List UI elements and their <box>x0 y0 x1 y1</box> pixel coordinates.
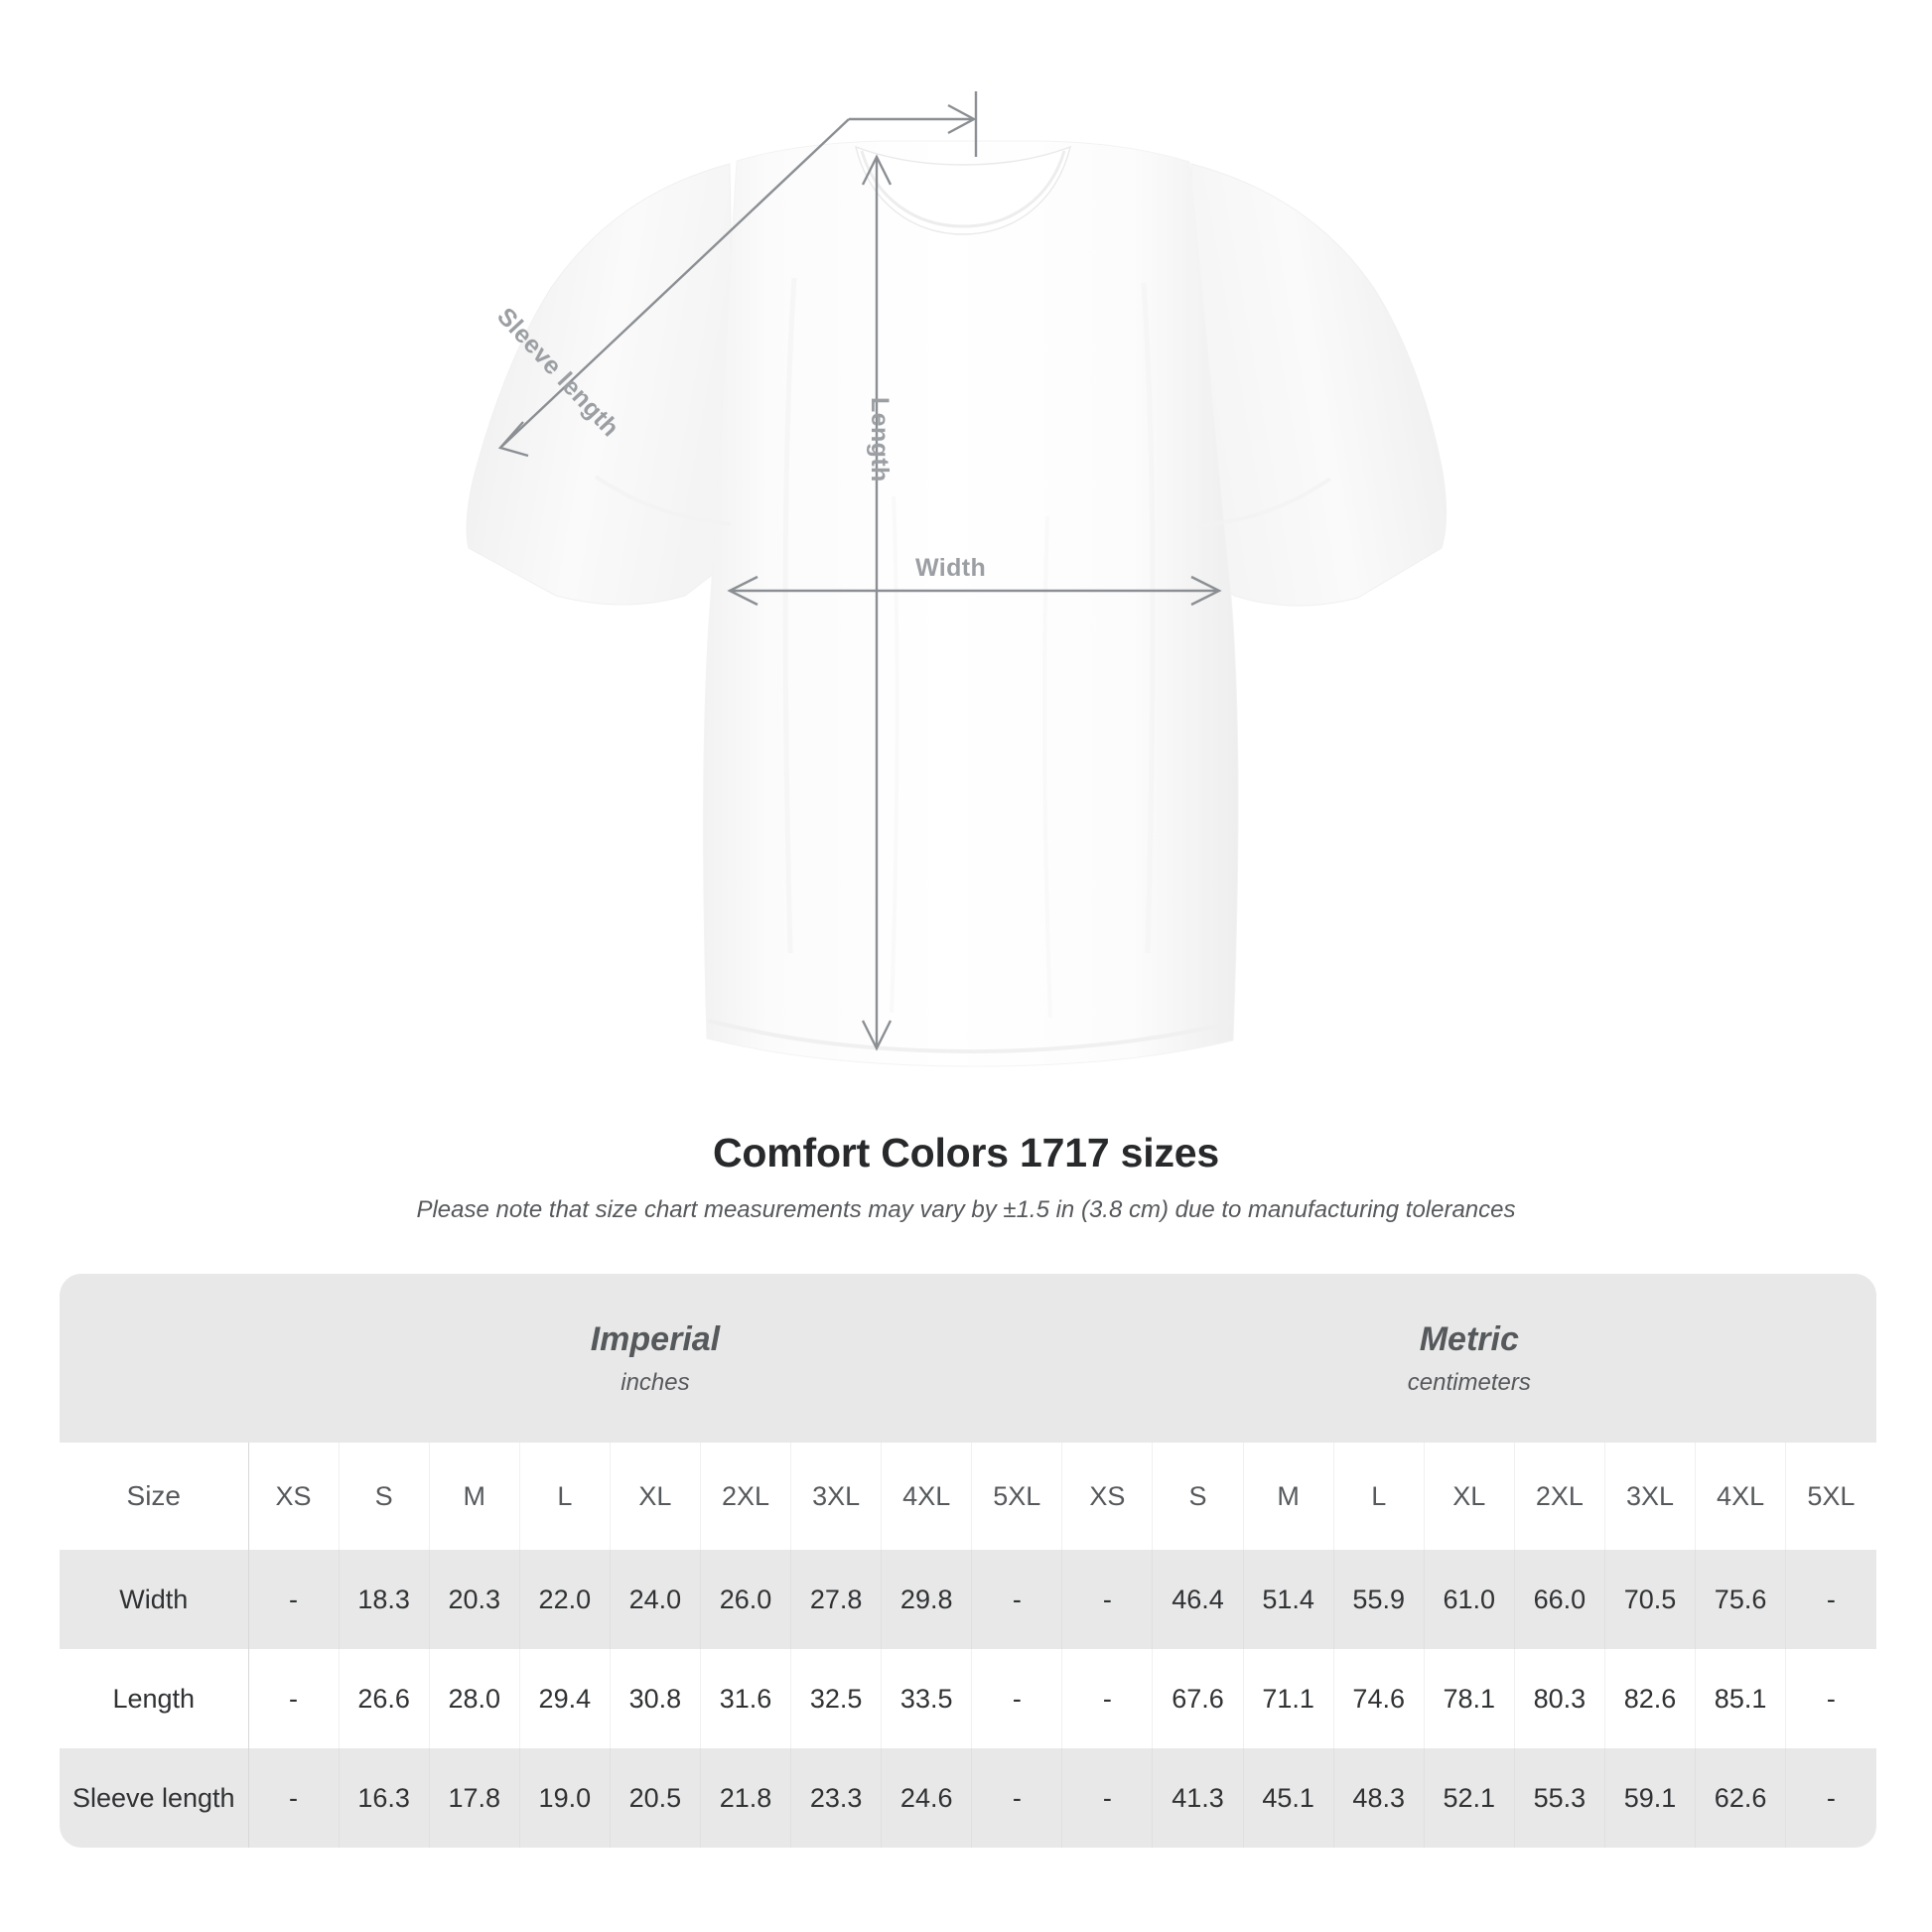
cell-length-imperial-3xl: 32.5 <box>790 1649 883 1748</box>
cell-length-metric-3xl: 82.6 <box>1604 1649 1697 1748</box>
cell-sleeve-imperial-s: 16.3 <box>339 1748 430 1848</box>
cell-sleeve-imperial-5xl: - <box>971 1748 1063 1848</box>
size-header-imperial-s: S <box>339 1443 430 1550</box>
size-header-imperial-l: L <box>519 1443 611 1550</box>
cell-width-metric-5xl: - <box>1785 1550 1876 1649</box>
cell-width-imperial-5xl: - <box>971 1550 1063 1649</box>
cell-sleeve-metric-xs: - <box>1061 1748 1154 1848</box>
cell-width-imperial-xs: - <box>248 1550 340 1649</box>
row-label-length: Length <box>60 1649 249 1748</box>
cell-width-metric-xl: 61.0 <box>1424 1550 1515 1649</box>
size-header-metric-m: M <box>1243 1443 1334 1550</box>
table-row: Sleeve length - 16.3 17.8 19.0 20.5 21.8… <box>60 1748 1876 1848</box>
cell-length-metric-2xl: 80.3 <box>1514 1649 1605 1748</box>
size-header-metric-5xl: 5XL <box>1785 1443 1876 1550</box>
cell-sleeve-imperial-2xl: 21.8 <box>700 1748 792 1848</box>
cell-width-imperial-4xl: 29.8 <box>881 1550 973 1649</box>
size-header-imperial-4xl: 4XL <box>881 1443 973 1550</box>
unit-system-row: Imperial inches Metric centimeters <box>60 1274 1876 1443</box>
cell-width-imperial-l: 22.0 <box>519 1550 611 1649</box>
unit-sub-metric: centimeters <box>1407 1368 1531 1396</box>
cell-sleeve-imperial-xl: 20.5 <box>610 1748 701 1848</box>
unit-row-spacer <box>60 1274 248 1443</box>
cell-sleeve-metric-2xl: 55.3 <box>1514 1748 1605 1848</box>
size-header-label: Size <box>60 1443 249 1550</box>
size-header-metric-s: S <box>1152 1443 1244 1550</box>
cell-length-imperial-2xl: 31.6 <box>700 1649 792 1748</box>
tshirt-illustration <box>466 91 1447 1067</box>
size-header-metric-2xl: 2XL <box>1514 1443 1605 1550</box>
cell-length-metric-s: 67.6 <box>1152 1649 1244 1748</box>
cell-length-metric-xs: - <box>1061 1649 1154 1748</box>
unit-sub-imperial: inches <box>621 1368 690 1396</box>
unit-section-imperial: Imperial inches <box>248 1274 1062 1443</box>
size-table-container: Imperial inches Metric centimeters Size … <box>60 1274 1876 1848</box>
cell-length-imperial-4xl: 33.5 <box>881 1649 973 1748</box>
cell-sleeve-imperial-l: 19.0 <box>519 1748 611 1848</box>
size-header-metric-4xl: 4XL <box>1695 1443 1787 1550</box>
cell-width-metric-3xl: 70.5 <box>1604 1550 1697 1649</box>
cell-sleeve-metric-l: 48.3 <box>1333 1748 1425 1848</box>
size-table: Imperial inches Metric centimeters Size … <box>60 1274 1876 1848</box>
cell-length-metric-5xl: - <box>1785 1649 1876 1748</box>
cell-length-imperial-xl: 30.8 <box>610 1649 701 1748</box>
size-header-imperial-xl: XL <box>610 1443 701 1550</box>
width-measurement-label: Width <box>915 554 987 582</box>
cell-sleeve-metric-5xl: - <box>1785 1748 1876 1848</box>
cell-sleeve-metric-3xl: 59.1 <box>1604 1748 1697 1848</box>
cell-width-metric-xs: - <box>1061 1550 1154 1649</box>
cell-sleeve-metric-m: 45.1 <box>1243 1748 1334 1848</box>
cell-width-metric-l: 55.9 <box>1333 1550 1425 1649</box>
cell-width-metric-m: 51.4 <box>1243 1550 1334 1649</box>
tolerance-note: Please note that size chart measurements… <box>416 1196 1516 1223</box>
cell-width-imperial-xl: 24.0 <box>610 1550 701 1649</box>
cell-length-imperial-xs: - <box>248 1649 340 1748</box>
size-header-metric-xl: XL <box>1424 1443 1515 1550</box>
cell-length-imperial-s: 26.6 <box>339 1649 430 1748</box>
size-header-metric-3xl: 3XL <box>1604 1443 1697 1550</box>
title-block: Comfort Colors 1717 sizes Please note th… <box>0 1130 1932 1224</box>
cell-length-metric-l: 74.6 <box>1333 1649 1425 1748</box>
cell-length-imperial-l: 29.4 <box>519 1649 611 1748</box>
cell-sleeve-imperial-3xl: 23.3 <box>790 1748 883 1848</box>
cell-sleeve-metric-4xl: 62.6 <box>1695 1748 1787 1848</box>
cell-length-metric-xl: 78.1 <box>1424 1649 1515 1748</box>
cell-length-imperial-m: 28.0 <box>429 1649 520 1748</box>
cell-length-metric-m: 71.1 <box>1243 1649 1334 1748</box>
cell-length-imperial-5xl: - <box>971 1649 1063 1748</box>
length-measurement-label: Length <box>866 397 894 483</box>
size-header-imperial-xs: XS <box>248 1443 340 1550</box>
cell-sleeve-metric-s: 41.3 <box>1152 1748 1244 1848</box>
cell-width-metric-2xl: 66.0 <box>1514 1550 1605 1649</box>
cell-width-metric-s: 46.4 <box>1152 1550 1244 1649</box>
cell-width-imperial-2xl: 26.0 <box>700 1550 792 1649</box>
garment-diagram: Sleeve length Length Width <box>466 91 1447 1067</box>
size-header-imperial-3xl: 3XL <box>790 1443 883 1550</box>
row-label-sleeve-length: Sleeve length <box>60 1748 249 1848</box>
cell-length-metric-4xl: 85.1 <box>1695 1649 1787 1748</box>
unit-name-imperial: Imperial <box>590 1319 721 1358</box>
size-header-metric-xs: XS <box>1061 1443 1154 1550</box>
size-header-imperial-2xl: 2XL <box>700 1443 792 1550</box>
unit-section-metric: Metric centimeters <box>1061 1274 1876 1443</box>
cell-width-imperial-m: 20.3 <box>429 1550 520 1649</box>
cell-sleeve-imperial-4xl: 24.6 <box>881 1748 973 1848</box>
cell-width-imperial-s: 18.3 <box>339 1550 430 1649</box>
cell-width-metric-4xl: 75.6 <box>1695 1550 1787 1649</box>
row-label-width: Width <box>60 1550 249 1649</box>
cell-sleeve-imperial-xs: - <box>248 1748 340 1848</box>
table-row: Length - 26.6 28.0 29.4 30.8 31.6 32.5 3… <box>60 1649 1876 1748</box>
size-header-imperial-m: M <box>429 1443 520 1550</box>
cell-sleeve-metric-xl: 52.1 <box>1424 1748 1515 1848</box>
size-header-imperial-5xl: 5XL <box>971 1443 1063 1550</box>
unit-name-metric: Metric <box>1419 1319 1519 1358</box>
size-header-row: Size XS S M L XL 2XL 3XL 4XL 5XL XS S M … <box>60 1443 1876 1550</box>
cell-width-imperial-3xl: 27.8 <box>790 1550 883 1649</box>
size-header-metric-l: L <box>1333 1443 1425 1550</box>
page-title: Comfort Colors 1717 sizes <box>713 1130 1219 1175</box>
cell-sleeve-imperial-m: 17.8 <box>429 1748 520 1848</box>
table-row: Width - 18.3 20.3 22.0 24.0 26.0 27.8 29… <box>60 1550 1876 1649</box>
